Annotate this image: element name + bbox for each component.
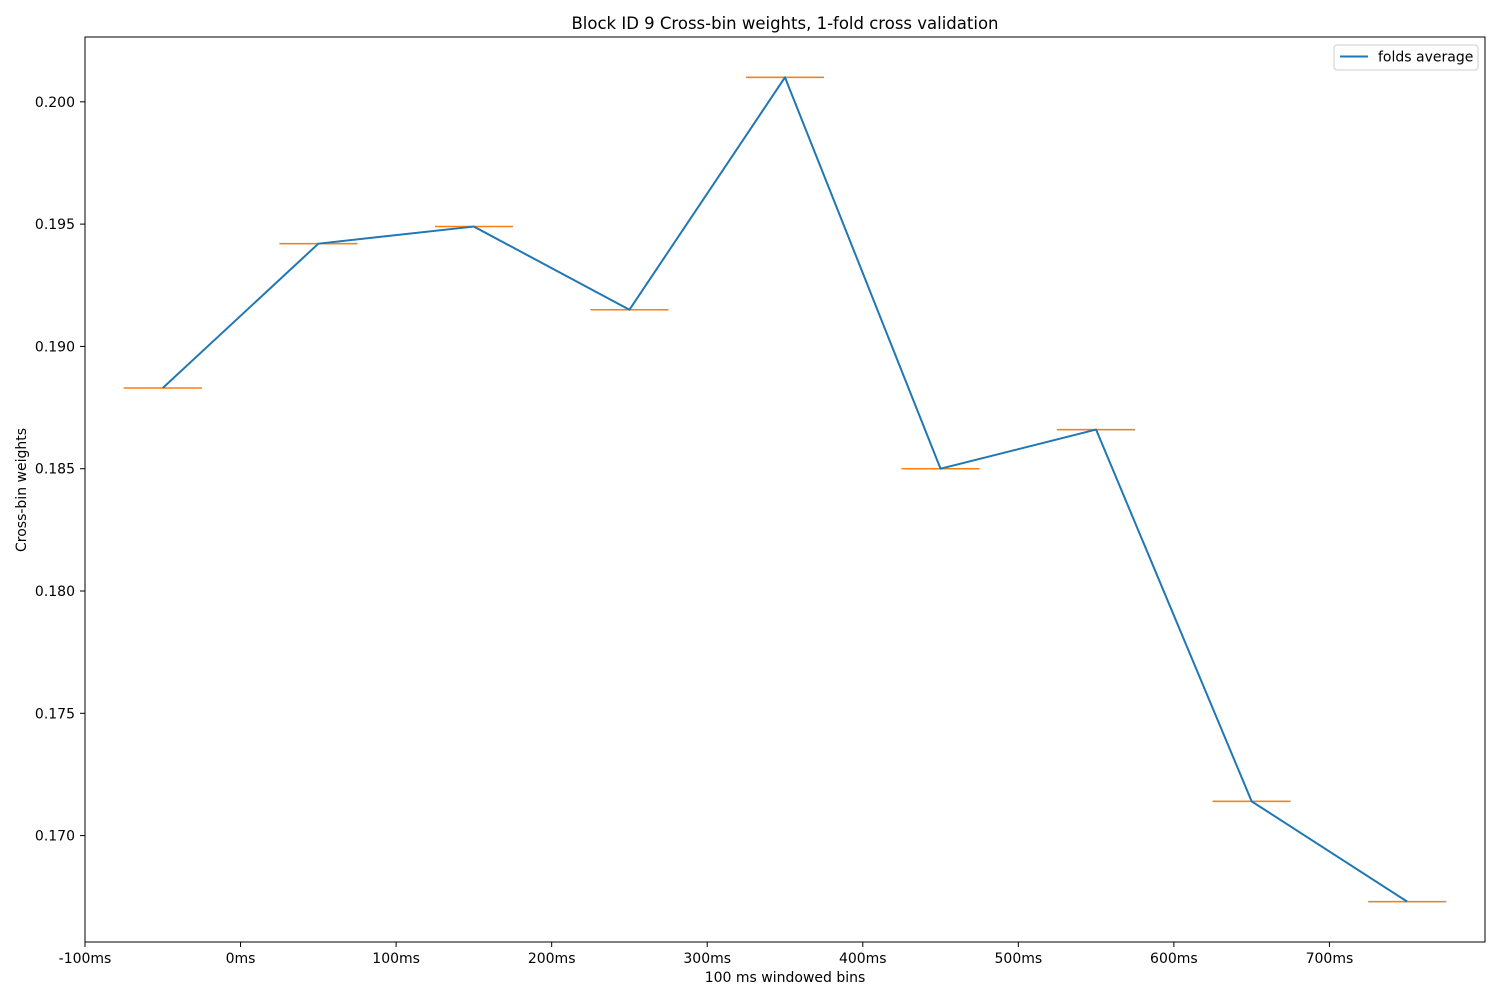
y-tick-label: 0.175 (35, 706, 75, 722)
x-axis-label: 100 ms windowed bins (705, 970, 866, 986)
legend-box (1333, 44, 1479, 71)
x-tick-label: -100ms (59, 951, 112, 967)
legend: folds average (1333, 44, 1479, 71)
x-tick-label: 200ms (528, 951, 576, 967)
x-tick-label: 700ms (1306, 951, 1354, 967)
y-axis-label: Cross-bin weights (14, 428, 30, 552)
chart-title: Block ID 9 Cross-bin weights, 1-fold cro… (571, 14, 998, 33)
legend-label: folds average (1378, 50, 1473, 66)
x-tick-label: 400ms (839, 951, 887, 967)
y-axis-ticks: 0.170 0.175 0.180 0.185 0.190 0.195 0.200 (35, 95, 85, 845)
y-tick-label: 0.200 (35, 95, 75, 111)
x-tick-label: 600ms (1150, 951, 1198, 967)
series-lines (162, 76, 1408, 903)
y-tick-label: 0.190 (35, 339, 75, 355)
x-tick-label: 500ms (995, 951, 1043, 967)
x-axis-ticks: -100ms 0ms 100ms 200ms 300ms 400ms 500ms 600ms 7… (59, 942, 1354, 967)
x-tick-label: 100ms (372, 951, 420, 967)
y-tick-label: 0.195 (35, 217, 75, 233)
plot-frame (84, 36, 1486, 943)
series-line (162, 76, 1408, 903)
x-tick-label: 300ms (683, 951, 731, 967)
x-tick-label: 0ms (226, 951, 256, 967)
y-tick-label: 0.185 (35, 462, 75, 478)
y-tick-label: 0.170 (35, 829, 75, 845)
y-tick-label: 0.180 (35, 584, 75, 600)
